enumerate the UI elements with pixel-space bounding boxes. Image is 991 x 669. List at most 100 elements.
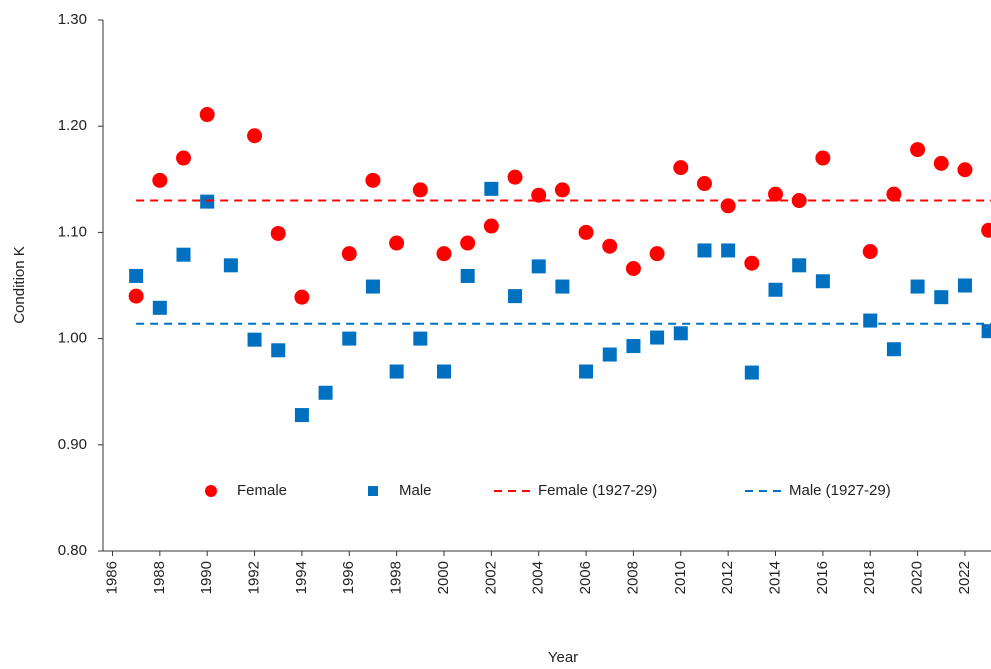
male-point bbox=[626, 339, 641, 354]
male-point bbox=[200, 194, 215, 209]
male-point bbox=[697, 243, 712, 258]
female-point bbox=[247, 128, 263, 144]
y-tick-label: 0.80 bbox=[58, 542, 87, 559]
x-tick-label: 2002 bbox=[482, 561, 499, 594]
legend-label: Female bbox=[237, 482, 287, 499]
male-point bbox=[650, 330, 665, 345]
male-point bbox=[744, 365, 759, 380]
y-tick-label: 0.90 bbox=[58, 436, 87, 453]
legend-label: Female (1927-29) bbox=[538, 482, 657, 499]
female-point bbox=[531, 187, 547, 203]
y-tick-label: 1.10 bbox=[58, 223, 87, 240]
x-axis-label: Year bbox=[548, 649, 578, 666]
male-point bbox=[863, 313, 878, 328]
female-point bbox=[128, 288, 144, 304]
x-tick-label: 2010 bbox=[672, 561, 689, 594]
female-point bbox=[483, 218, 499, 234]
male-point bbox=[389, 364, 404, 379]
female-point bbox=[507, 169, 523, 185]
female-point bbox=[602, 238, 618, 254]
female-point bbox=[981, 222, 991, 238]
female-point bbox=[957, 162, 973, 178]
female-point bbox=[933, 155, 949, 171]
female-point bbox=[625, 261, 641, 277]
male-point bbox=[910, 279, 925, 294]
female-point bbox=[460, 235, 476, 251]
male-point bbox=[271, 343, 286, 358]
x-tick-label: 1994 bbox=[293, 561, 310, 594]
female-point bbox=[768, 186, 784, 202]
x-tick-label: 1990 bbox=[198, 561, 215, 594]
female-point bbox=[176, 150, 192, 166]
female-point bbox=[578, 224, 594, 240]
x-tick-label: 1988 bbox=[151, 561, 168, 594]
male-point bbox=[815, 274, 830, 289]
female-point bbox=[720, 198, 736, 214]
x-tick-label: 2000 bbox=[435, 561, 452, 594]
female-point bbox=[886, 186, 902, 202]
female-point bbox=[365, 172, 381, 188]
y-tick-label: 1.30 bbox=[58, 11, 87, 28]
female-point bbox=[696, 176, 712, 192]
female-point bbox=[436, 246, 452, 262]
female-point bbox=[412, 182, 428, 198]
female-point bbox=[862, 244, 878, 260]
male-point bbox=[673, 326, 688, 341]
y-axis-label: Condition K bbox=[11, 246, 28, 324]
male-point bbox=[981, 324, 991, 339]
x-tick-label: 1998 bbox=[388, 561, 405, 594]
male-point bbox=[342, 331, 357, 346]
female-point bbox=[815, 150, 831, 166]
female-point bbox=[744, 255, 760, 271]
male-point bbox=[413, 331, 428, 346]
male-point bbox=[508, 289, 523, 304]
male-point bbox=[934, 290, 949, 305]
legend-marker bbox=[205, 485, 217, 497]
male-point bbox=[792, 258, 807, 273]
male-point bbox=[318, 385, 333, 400]
male-point bbox=[602, 347, 617, 362]
male-point bbox=[886, 342, 901, 357]
male-point bbox=[365, 279, 380, 294]
male-point bbox=[555, 279, 570, 294]
male-point bbox=[768, 282, 783, 297]
legend-marker bbox=[368, 486, 378, 496]
male-point bbox=[152, 300, 167, 315]
male-point bbox=[460, 268, 475, 283]
x-tick-label: 2004 bbox=[530, 561, 547, 594]
male-point bbox=[247, 332, 262, 347]
x-tick-label: 2022 bbox=[956, 561, 973, 594]
female-point bbox=[152, 172, 168, 188]
x-tick-label: 2006 bbox=[577, 561, 594, 594]
x-tick-label: 2020 bbox=[909, 561, 926, 594]
male-point bbox=[579, 364, 594, 379]
x-tick-label: 1986 bbox=[103, 561, 120, 594]
x-tick-label: 2016 bbox=[814, 561, 831, 594]
male-point bbox=[957, 278, 972, 293]
legend-label: Male bbox=[399, 482, 432, 499]
male-point bbox=[531, 259, 546, 274]
x-tick-label: 2008 bbox=[624, 561, 641, 594]
female-point bbox=[294, 289, 310, 305]
male-point bbox=[176, 247, 191, 262]
male-point bbox=[721, 243, 736, 258]
x-tick-label: 2018 bbox=[861, 561, 878, 594]
y-tick-label: 1.20 bbox=[58, 117, 87, 134]
female-point bbox=[341, 246, 357, 262]
male-point bbox=[436, 364, 451, 379]
x-tick-label: 2012 bbox=[719, 561, 736, 594]
female-point bbox=[649, 246, 665, 262]
male-point bbox=[294, 408, 309, 423]
y-tick-label: 1.00 bbox=[58, 330, 87, 347]
male-point bbox=[223, 258, 238, 273]
x-tick-label: 2014 bbox=[766, 561, 783, 594]
x-tick-label: 1996 bbox=[340, 561, 357, 594]
female-point bbox=[554, 182, 570, 198]
female-point bbox=[270, 225, 286, 241]
female-point bbox=[673, 160, 689, 176]
female-point bbox=[199, 107, 215, 123]
male-point bbox=[484, 181, 499, 196]
female-point bbox=[389, 235, 405, 251]
female-point bbox=[910, 142, 926, 158]
